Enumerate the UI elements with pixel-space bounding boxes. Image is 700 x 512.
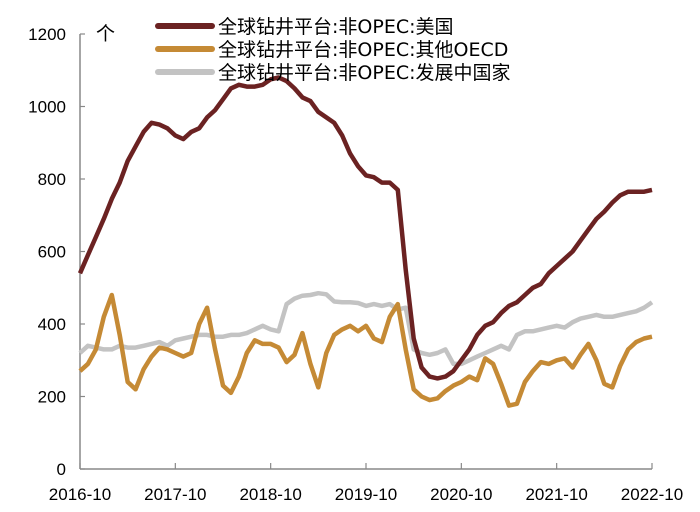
series-line-0: [77, 75, 653, 381]
x-tick-label: 2017-10: [144, 485, 206, 504]
y-tick-label: 0: [57, 460, 66, 479]
y-tick-label: 600: [38, 243, 66, 262]
axes: 0 200 400 600 800 1000 1200 2016-10 2017-10 2018-…: [28, 25, 683, 504]
unit-label: 个: [96, 23, 115, 45]
x-tick-label: 2016-10: [49, 485, 111, 504]
y-tick-label: 200: [38, 388, 66, 407]
y-tick-label: 400: [38, 315, 66, 334]
x-tick-label: 2022-10: [621, 485, 683, 504]
legend-label-0: 全球钻井平台:非OPEC:美国: [218, 16, 454, 38]
series-lines: [77, 75, 654, 408]
series-line-1: [78, 292, 653, 408]
x-tick-label: 2020-10: [430, 485, 492, 504]
y-tick-label: 1200: [28, 25, 66, 44]
x-tick-label: 2018-10: [239, 485, 301, 504]
legend: 全球钻井平台:非OPEC:美国全球钻井平台:非OPEC:其他OECD全球钻井平台…: [155, 16, 511, 84]
series-line-2: [78, 290, 654, 367]
legend-label-1: 全球钻井平台:非OPEC:其他OECD: [218, 39, 508, 61]
y-tick-label: 800: [38, 170, 66, 189]
x-tick-label: 2019-10: [335, 485, 397, 504]
x-tick-label: 2021-10: [525, 485, 587, 504]
y-tick-label: 1000: [28, 98, 66, 117]
legend-label-2: 全球钻井平台:非OPEC:发展中国家: [218, 62, 511, 84]
